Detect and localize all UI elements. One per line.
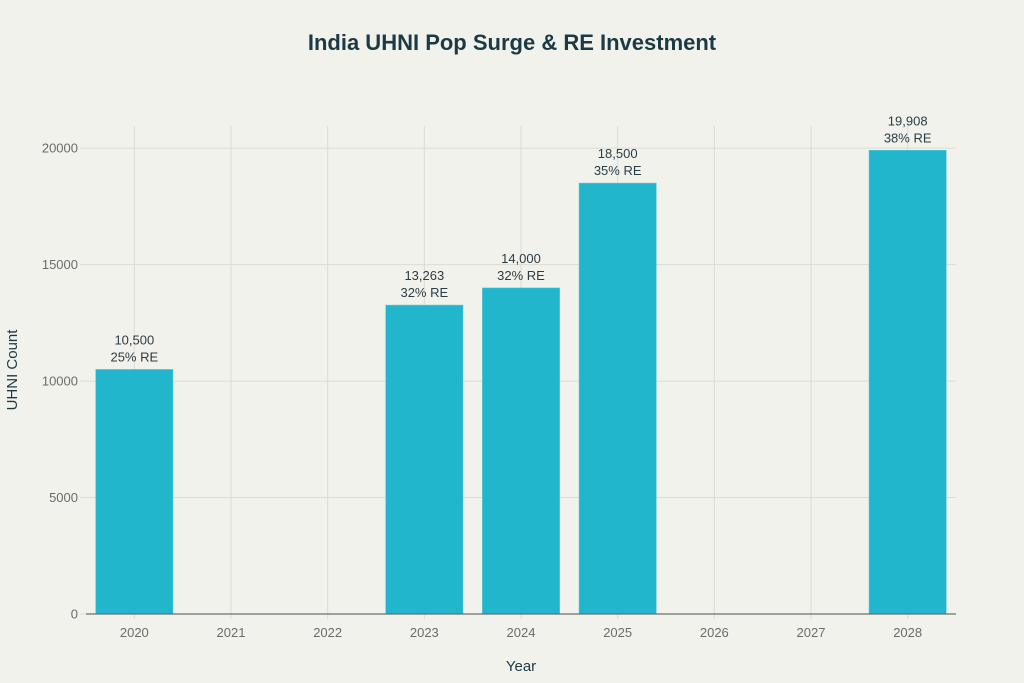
bar-2023: [385, 304, 464, 615]
y-tick-label: 15000: [42, 257, 78, 272]
y-tick-labels: 0 5000 10000 15000 20000: [42, 141, 78, 622]
bar-2024: [482, 287, 560, 615]
y-tick-label: 10000: [42, 374, 78, 389]
x-tick-label: 2022: [313, 625, 342, 640]
data-label-value: 13,263: [404, 268, 444, 283]
y-tick-label: 20000: [42, 141, 78, 156]
data-label-re: 32% RE: [400, 285, 448, 300]
x-tick-label: 2025: [603, 625, 632, 640]
data-label-value: 10,500: [114, 332, 154, 347]
x-tick-label: 2020: [120, 625, 149, 640]
y-axis-title: UHNI Count: [4, 329, 21, 411]
x-tick-label: 2024: [507, 625, 536, 640]
bar-2020: [95, 369, 174, 615]
y-tick-label: 5000: [49, 490, 78, 505]
x-tick-label: 2027: [797, 625, 826, 640]
x-axis-title: Year: [506, 658, 536, 675]
x-tick-labels: 2020 2021 2022 2023 2024 2025 2026 2027 2028: [120, 625, 922, 640]
x-tick-label: 2021: [217, 625, 246, 640]
x-tick-label: 2028: [893, 625, 922, 640]
chart-title: India UHNI Pop Surge & RE Investment: [308, 30, 717, 55]
data-label-value: 14,000: [501, 251, 541, 266]
data-label-value: 18,500: [598, 146, 638, 161]
data-labels: 10,500 25% RE 13,263 32% RE 14,000 32% RE 18,5…: [110, 113, 931, 364]
data-label-re: 38% RE: [884, 130, 932, 145]
data-label-value: 19,908: [888, 113, 928, 128]
bars: [95, 150, 947, 615]
data-label-re: 32% RE: [497, 268, 545, 283]
x-tick-label: 2023: [410, 625, 439, 640]
x-tick-label: 2026: [700, 625, 729, 640]
bar-2028: [868, 150, 947, 615]
data-label-re: 25% RE: [110, 349, 158, 364]
y-tick-label: 0: [71, 607, 78, 622]
bar-2025: [578, 182, 657, 615]
data-label-re: 35% RE: [594, 163, 642, 178]
